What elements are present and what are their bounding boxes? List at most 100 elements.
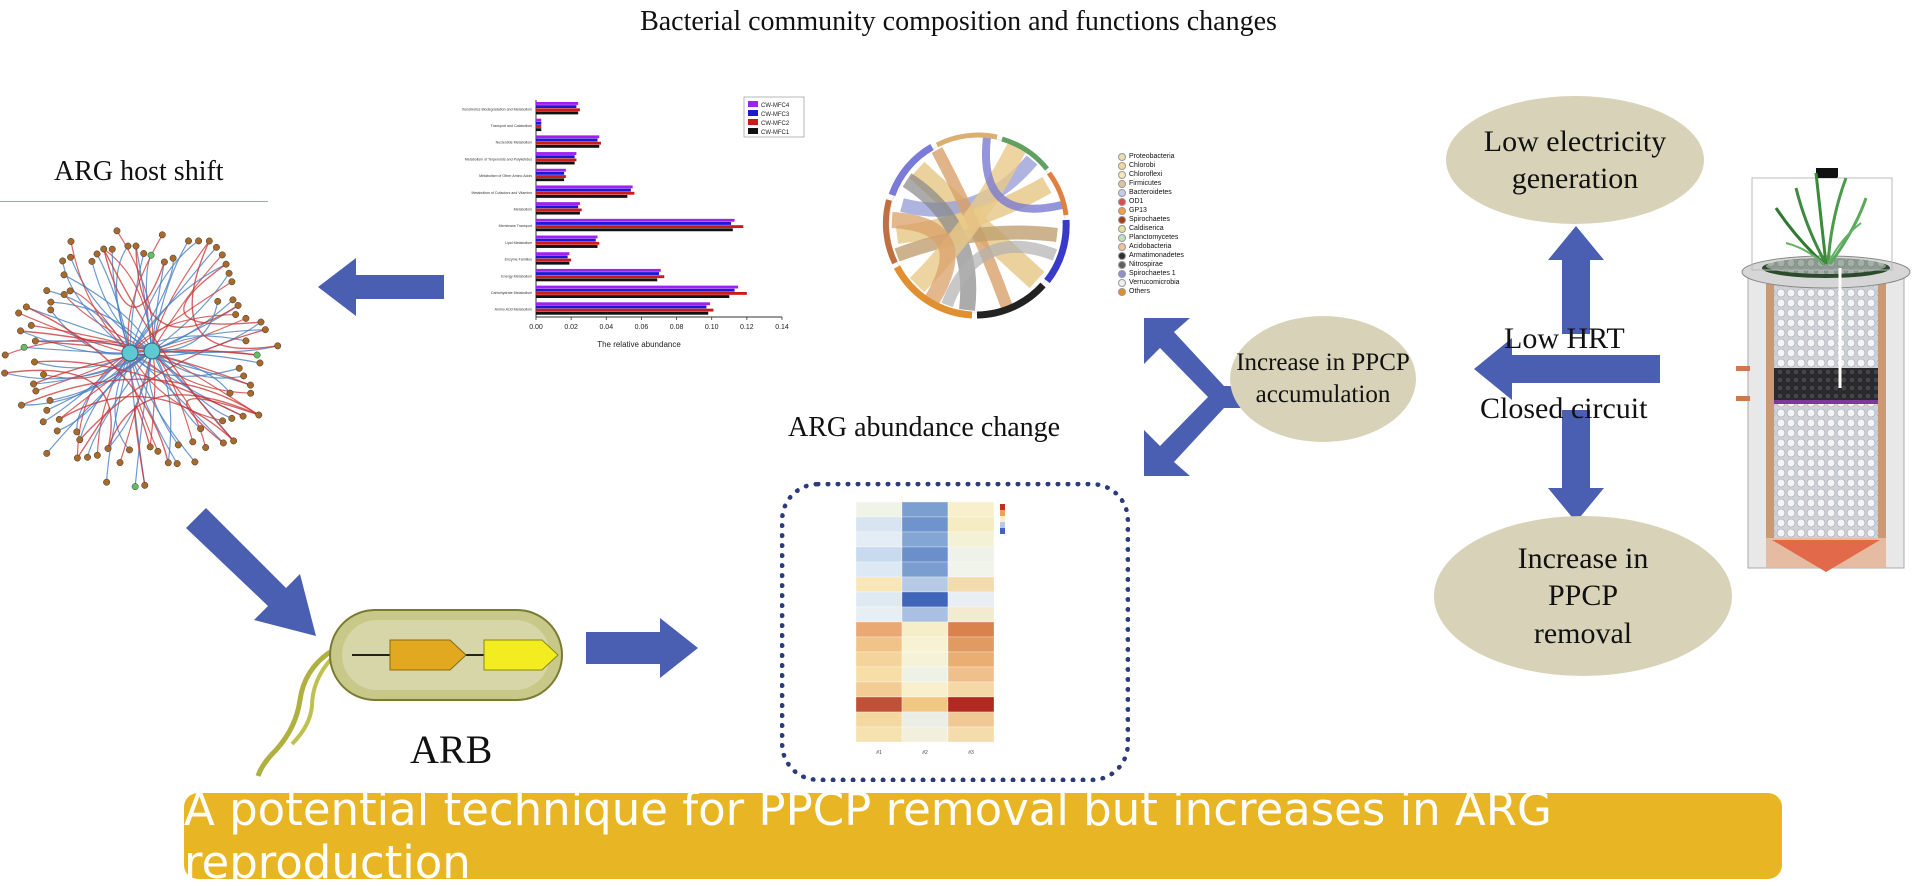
heatmap-cell	[901, 546, 949, 563]
network-node	[230, 437, 238, 445]
network-node	[232, 311, 240, 319]
network-node	[60, 271, 68, 279]
bar	[536, 308, 714, 312]
network-edge	[151, 350, 244, 379]
x-tick-label: 0.14	[775, 324, 789, 331]
functional-bar-chart: Xenobiotics Biodegradation and Metabolis…	[444, 92, 806, 352]
network-node	[219, 417, 227, 425]
network-edge	[33, 350, 153, 385]
arrow-down	[1548, 410, 1604, 522]
heatmap-cell	[947, 546, 995, 563]
chord-legend: Proteobacteria Chlorobi Chloroflexi Firmicu…	[1118, 152, 1184, 296]
category-label: Membrane Transport	[499, 224, 532, 228]
network-edge	[50, 309, 131, 355]
heatmap-cell	[855, 651, 903, 668]
network-node	[113, 227, 121, 235]
heatmap-color-key	[1000, 504, 1005, 534]
chord-legend-label: Proteobacteria	[1129, 153, 1175, 160]
category-label: Metabolism of Cofactors and Vitamins	[472, 191, 533, 195]
network-node	[59, 257, 67, 265]
bar	[536, 118, 542, 122]
chord-legend-swatch	[1118, 215, 1126, 224]
network-node	[22, 303, 30, 311]
heatmap-cell	[901, 726, 949, 743]
chord-legend-swatch	[1118, 287, 1126, 296]
heatmap-cell	[855, 501, 903, 518]
heatmap-cell	[947, 636, 995, 653]
network-node	[84, 453, 91, 461]
chord-legend-swatch	[1118, 197, 1126, 206]
heatmap-col-label: #2	[922, 750, 928, 756]
bar	[536, 291, 747, 295]
bar	[536, 302, 710, 306]
network-node	[191, 458, 199, 466]
chord-legend-item: Acidobacteria	[1118, 242, 1184, 251]
bar	[536, 155, 575, 159]
network-node	[234, 302, 242, 309]
network-edge	[63, 274, 153, 352]
chord-legend-item: Spirochaetes 1	[1118, 269, 1184, 278]
network-node	[124, 242, 132, 250]
chord-legend-label: GP13	[1129, 207, 1147, 214]
heatmap-cell	[947, 666, 995, 683]
chord-legend-item: Chlorobi	[1118, 161, 1184, 170]
network-edge	[129, 240, 199, 354]
network-node	[202, 444, 210, 451]
chord-legend-swatch	[1118, 179, 1126, 188]
bar	[536, 185, 633, 189]
chord-legend-label: Chlorobi	[1129, 162, 1156, 169]
chord-legend-label: Armatimonadetes	[1129, 252, 1184, 259]
network-node	[256, 359, 264, 367]
network-edge	[129, 281, 233, 354]
chord-legend-item: Proteobacteria	[1118, 152, 1184, 161]
chevron-arrows	[1144, 318, 1248, 476]
network-node	[255, 411, 263, 419]
heatmap-cell	[901, 561, 949, 578]
network-node	[131, 483, 139, 491]
network-edge	[21, 350, 153, 406]
heatmap-cell	[855, 681, 903, 698]
heatmap-cell	[901, 531, 949, 548]
heatmap-cell	[947, 696, 995, 713]
bar	[536, 288, 735, 292]
network-node	[27, 321, 35, 329]
bar	[536, 208, 582, 212]
network-node	[67, 253, 75, 261]
network-node	[43, 406, 51, 414]
network-graph	[1, 227, 282, 491]
chord-diagram	[882, 132, 1070, 319]
network-node	[229, 296, 237, 304]
closed-circuit-label: Closed circuit	[1480, 392, 1648, 425]
heatmap-cell	[947, 591, 995, 608]
bar	[536, 121, 542, 125]
bar	[536, 235, 598, 239]
heatmap-cell	[947, 516, 995, 533]
network-node	[228, 414, 236, 422]
cw-mfc-reactor-illustration	[1736, 168, 1911, 572]
bar	[536, 108, 580, 112]
chord-legend-swatch	[1118, 260, 1126, 269]
network-node	[55, 415, 63, 423]
network-node	[108, 245, 116, 253]
network-node	[132, 242, 140, 250]
network-node	[235, 364, 243, 372]
bar	[536, 295, 730, 299]
chord-legend-item: OD1	[1118, 197, 1184, 206]
arg-heatmap: #1 #2 #3	[855, 501, 1005, 756]
heatmap-cell	[901, 681, 949, 698]
heatmap-col-label: #1	[876, 750, 882, 756]
network-node	[104, 445, 112, 452]
chord-legend-item: Firmicutes	[1118, 179, 1184, 188]
network-edge	[58, 395, 235, 442]
chord-legend-label: Planctomycetes	[1129, 234, 1179, 241]
network-node	[147, 251, 155, 259]
bar	[536, 272, 659, 275]
chord-legend-item: Nitrospirae	[1118, 260, 1184, 269]
bar	[536, 135, 600, 139]
network-edge	[151, 317, 247, 352]
oval-ppcp-accumulation: Increase in PPCP accumulation	[1230, 316, 1416, 442]
network-node	[1, 369, 9, 377]
bar	[536, 205, 579, 209]
network-node	[242, 337, 250, 345]
network-edge	[24, 346, 131, 354]
